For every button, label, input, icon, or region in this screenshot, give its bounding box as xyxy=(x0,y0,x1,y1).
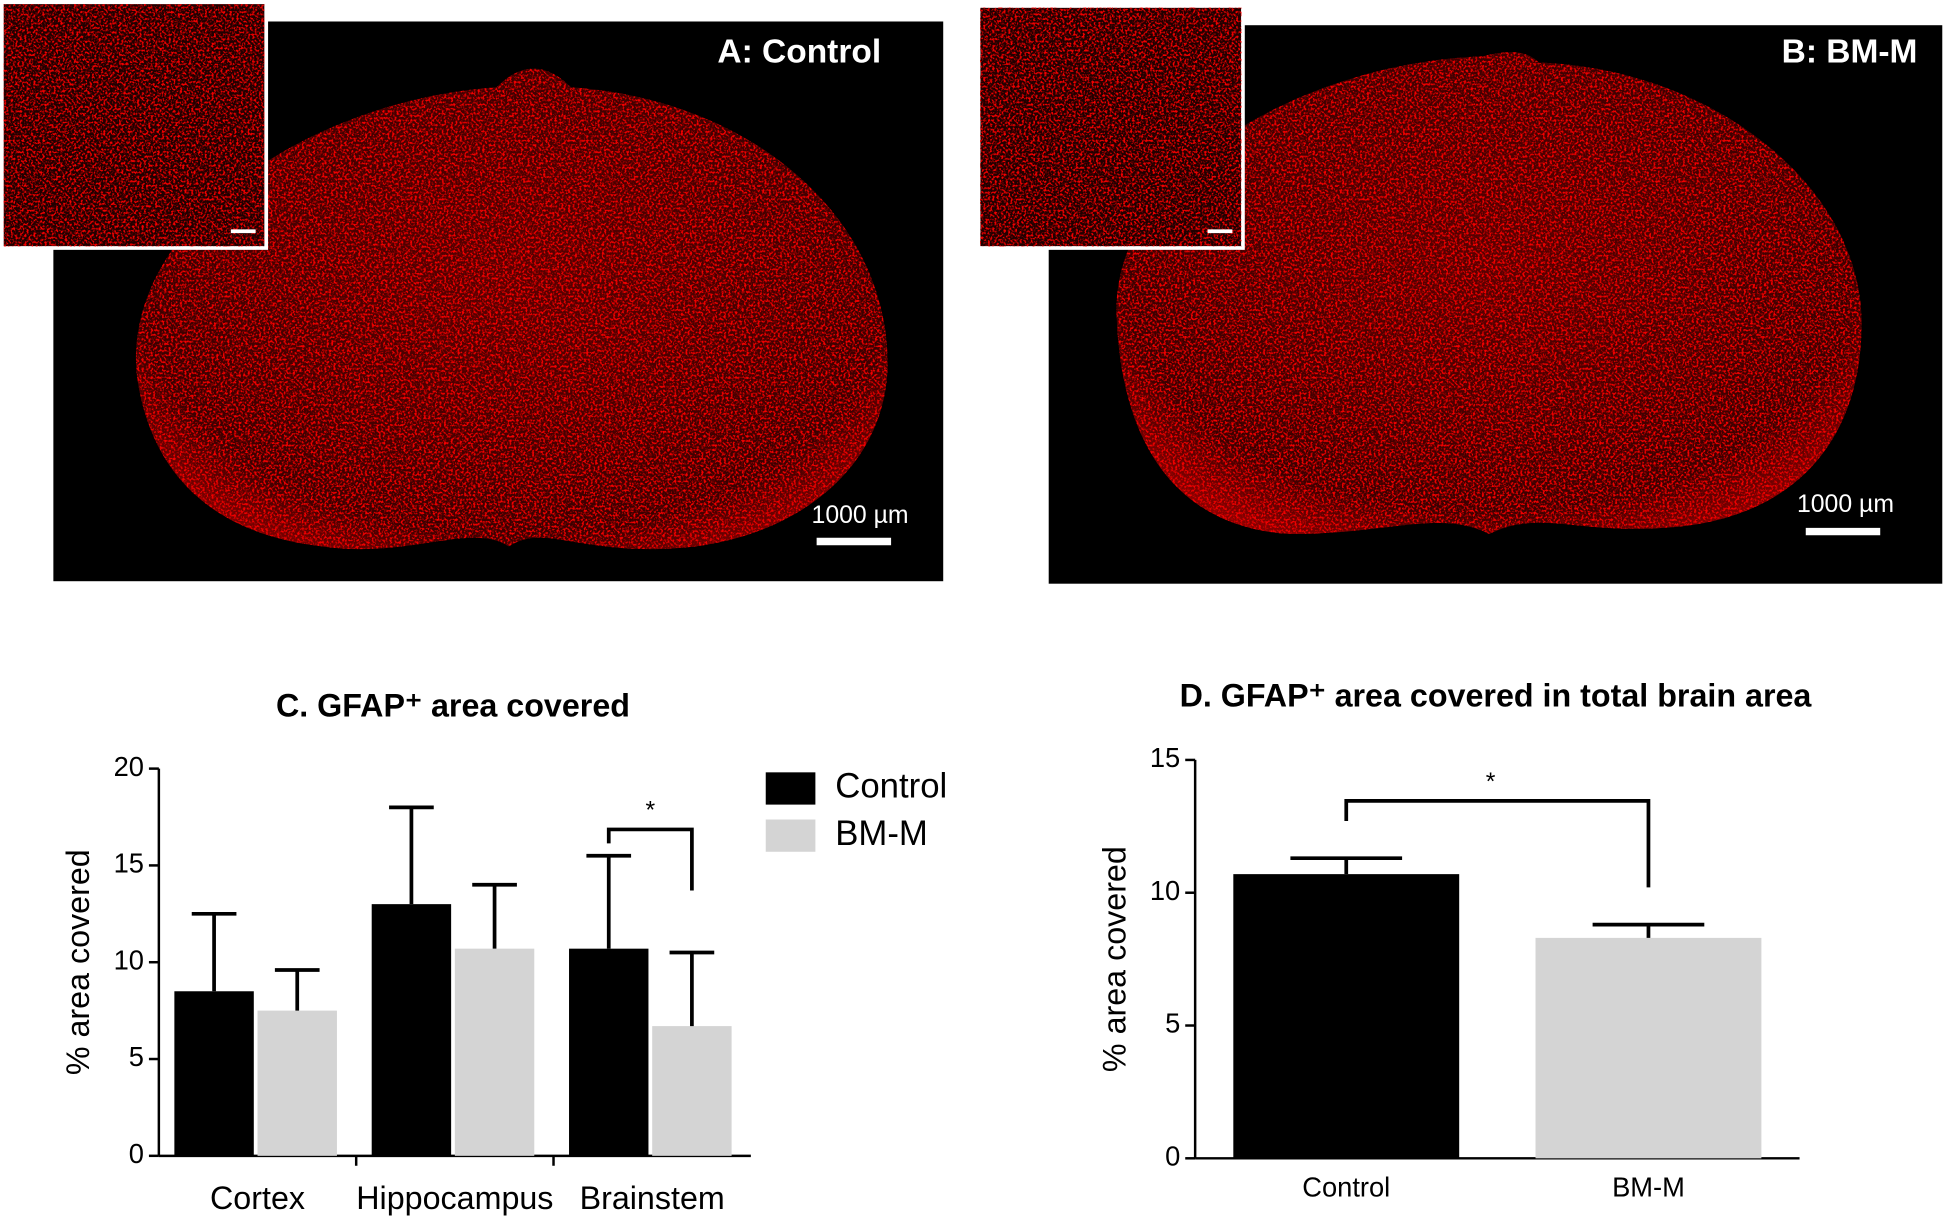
bar xyxy=(174,991,254,1156)
y-tick-label: 0 xyxy=(1165,1141,1180,1172)
bar xyxy=(1535,937,1762,1159)
x-tick-label: Control xyxy=(1302,1172,1390,1203)
y-tick-label: 15 xyxy=(114,848,144,879)
panel-label: B: BM-M xyxy=(1782,34,1918,71)
bar xyxy=(652,1026,732,1156)
y-tick-label: 0 xyxy=(129,1138,144,1169)
panel-a: A: Control 1000 µm xyxy=(0,0,944,582)
bar xyxy=(257,1010,337,1156)
legend-swatch xyxy=(765,819,816,852)
legend-label: BM-M xyxy=(835,815,928,853)
scale-label: 1000 µm xyxy=(812,502,909,529)
significance-mark: * xyxy=(645,798,655,825)
y-tick-label: 10 xyxy=(114,944,144,975)
chart-title: C. GFAP⁺ area covered xyxy=(276,687,630,723)
significance-bracket xyxy=(1344,799,1651,888)
legend-label: Control xyxy=(835,768,947,806)
y-axis-label: % area covered xyxy=(1096,846,1132,1072)
inset-texture xyxy=(980,7,1242,247)
y-tick-label: 15 xyxy=(1150,742,1180,773)
y-tick-label: 10 xyxy=(1150,875,1180,906)
x-tick-label: Hippocampus xyxy=(356,1180,553,1216)
bar xyxy=(569,948,649,1156)
y-tick-label: 5 xyxy=(1165,1008,1180,1039)
x-tick-label: BM-M xyxy=(1612,1172,1685,1203)
scale-label: 1000 µm xyxy=(1797,491,1894,518)
bar xyxy=(454,948,535,1156)
legend-swatch xyxy=(765,772,816,805)
x-tick-label: Brainstem xyxy=(580,1180,725,1216)
y-tick-label: 20 xyxy=(114,751,144,782)
y-tick-label: 5 xyxy=(129,1041,144,1072)
x-tick-label: Cortex xyxy=(210,1180,305,1216)
panel-label: A: Control xyxy=(717,34,881,71)
chart-title: D. GFAP⁺ area covered in total brain are… xyxy=(1180,677,1813,713)
bar xyxy=(1233,874,1460,1159)
bar xyxy=(371,904,452,1156)
significance-bracket xyxy=(606,827,694,891)
inset-texture xyxy=(3,4,265,247)
y-axis-label: % area covered xyxy=(60,849,96,1075)
panel-b: B: BM-M 1000 µm xyxy=(976,4,1943,584)
significance-mark: * xyxy=(1486,769,1496,796)
